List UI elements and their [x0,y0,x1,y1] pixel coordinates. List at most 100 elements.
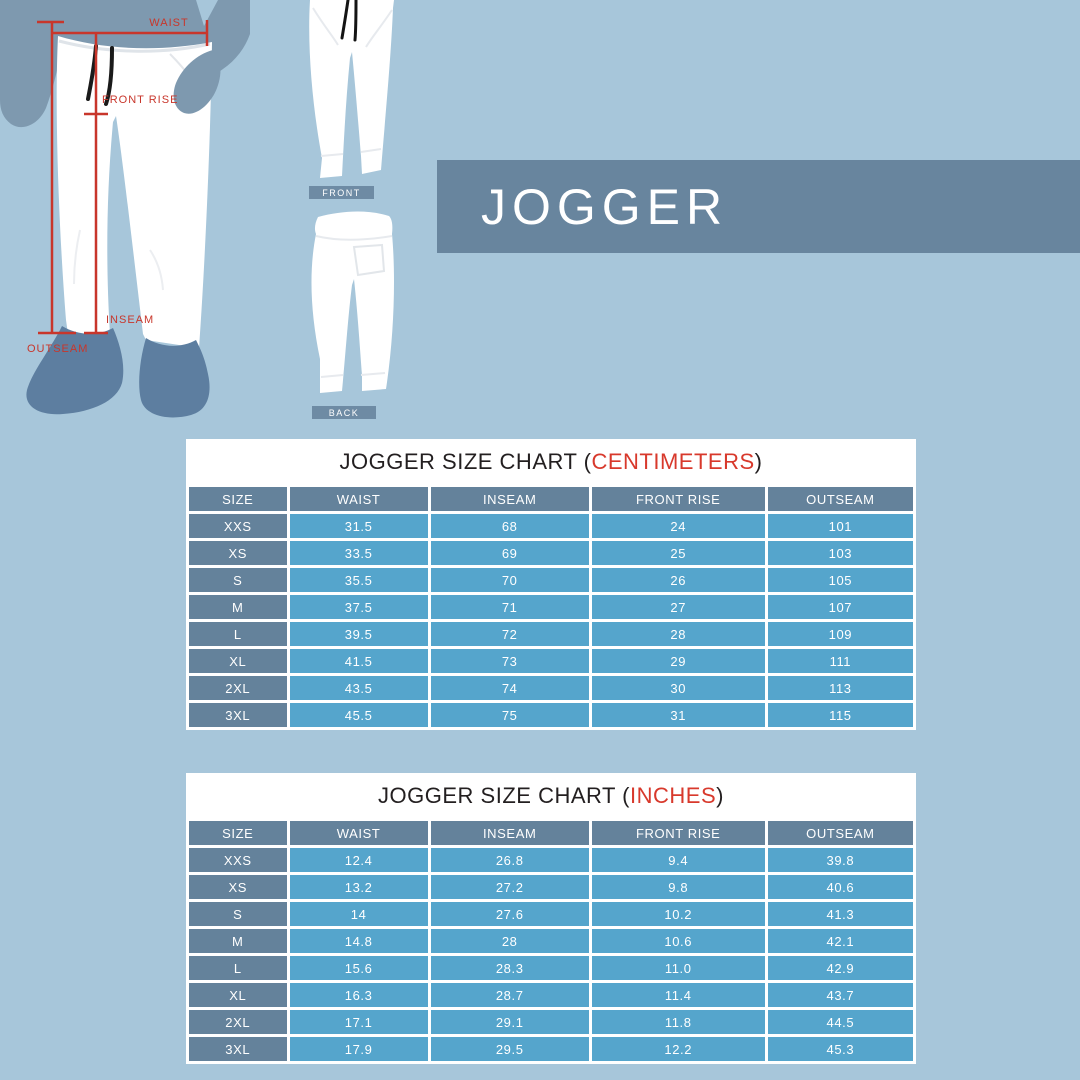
size-row: 2XL 17.1 29.1 11.8 44.5 [189,1010,913,1034]
hand-right [173,50,221,114]
size-row: S 14 27.6 10.2 41.3 [189,902,913,926]
size-row: M 14.8 28 10.6 42.1 [189,929,913,953]
measurement-cell: 11.0 [591,956,765,980]
measurement-cell: 39.5 [289,622,428,646]
size-row: L 15.6 28.3 11.0 42.9 [189,956,913,980]
measurement-cell: 42.1 [767,929,913,953]
title-suffix: ) [754,448,763,474]
measurement-cell: 10.2 [591,902,765,926]
front-rise-label: FRONT RISE [102,94,178,106]
size-label-cell: L [189,622,287,646]
measurement-cell: 28 [591,622,765,646]
measurement-cell: 9.4 [591,848,765,872]
measurement-cell: 12.4 [289,848,428,872]
size-label-cell: M [189,929,287,953]
back-waistband-line [315,235,393,241]
front-view-tag-label: FRONT [322,187,361,198]
column-header: FRONT RISE [591,821,765,845]
measurement-cell: 28.3 [430,956,589,980]
shoe-left [26,326,124,415]
size-label-cell: XXS [189,848,287,872]
header-row: SIZE WAIST INSEAM FRONT RISE OUTSEAM [189,821,913,845]
measurement-cell: 25 [591,541,765,565]
measurement-cell: 33.5 [289,541,428,565]
measurement-cell: 16.3 [289,983,428,1007]
back-view-tag: BACK [312,406,376,419]
measurement-cell: 43.5 [289,676,428,700]
shoe-right [139,338,210,418]
measurement-cell: 10.6 [591,929,765,953]
measurement-cell: 40.6 [767,875,913,899]
front-pocket-lines [312,7,393,48]
measurement-cell: 71 [430,595,589,619]
front-cuff-lines [320,148,382,157]
measurement-cell: 35.5 [289,568,428,592]
size-chart-panel-inches: JOGGER SIZE CHART (INCHES) SIZE WAIST INSE… [186,773,916,1064]
size-label-cell: 2XL [189,1010,287,1034]
measurement-cell: 105 [767,568,913,592]
size-row: M 37.5 71 27 107 [189,595,913,619]
title-prefix: JOGGER SIZE CHART ( [378,782,630,808]
size-label-cell: XL [189,649,287,673]
knee-crease [73,229,164,291]
measurement-lines [37,20,209,335]
measurement-cell: 9.8 [591,875,765,899]
size-row: 3XL 17.9 29.5 12.2 45.3 [189,1037,913,1061]
measurement-cell: 29.5 [430,1037,589,1061]
measurement-cell: 42.9 [767,956,913,980]
measurement-cell: 15.6 [289,956,428,980]
measurement-cell: 17.9 [289,1037,428,1061]
measurement-cell: 31.5 [289,514,428,538]
size-row: XL 41.5 73 29 111 [189,649,913,673]
measurement-cell: 41.5 [289,649,428,673]
jogger-back-view-illustration [311,211,394,393]
back-view-tag-label: BACK [328,407,360,418]
measurement-cell: 27.2 [430,875,589,899]
title-suffix: ) [716,782,724,808]
column-header: WAIST [289,821,428,845]
shirt-hem-shadow [58,39,211,53]
measurement-cell: 73 [430,649,589,673]
column-header: OUTSEAM [767,487,913,511]
jogger-measurement-figure: WAIST FRONT RISE INSEAM OUTSEAM [0,0,250,418]
size-chart-panel-centimeters: JOGGER SIZE CHART (CENTIMETERS) SIZE WAIS… [186,439,916,730]
size-row: XL 16.3 28.7 11.4 43.7 [189,983,913,1007]
measurement-cell: 115 [767,703,913,727]
measurement-cell: 109 [767,622,913,646]
measurement-cell: 26.8 [430,848,589,872]
title-unit: CENTIMETERS [591,448,755,474]
measurement-cell: 28.7 [430,983,589,1007]
size-label-cell: 3XL [189,1037,287,1061]
size-table-centimeters: SIZE WAIST INSEAM FRONT RISE OUTSEAM XXS 31.5 6… [186,484,916,730]
column-header: INSEAM [430,487,589,511]
measurement-cell: 101 [767,514,913,538]
measurement-cell: 14.8 [289,929,428,953]
measurement-cell: 12.2 [591,1037,765,1061]
column-header: INSEAM [430,821,589,845]
measurement-cell: 14 [289,902,428,926]
size-table-inches: SIZE WAIST INSEAM FRONT RISE OUTSEAM XXS 12.4 2… [186,818,916,1064]
measurement-cell: 113 [767,676,913,700]
measurement-cell: 27.6 [430,902,589,926]
size-label-cell: XL [189,983,287,1007]
measurement-cell: 103 [767,541,913,565]
measurement-cell: 29.1 [430,1010,589,1034]
measurement-cell: 69 [430,541,589,565]
size-row: XS 33.5 69 25 103 [189,541,913,565]
column-header: WAIST [289,487,428,511]
measurement-cell: 45.5 [289,703,428,727]
size-label-cell: XS [189,541,287,565]
size-label-cell: M [189,595,287,619]
measurement-cell: 27 [591,595,765,619]
size-label-cell: S [189,568,287,592]
measurement-cell: 17.1 [289,1010,428,1034]
column-header: SIZE [189,821,287,845]
measurement-cell: 11.4 [591,983,765,1007]
measurement-cell: 30 [591,676,765,700]
header-row: SIZE WAIST INSEAM FRONT RISE OUTSEAM [189,487,913,511]
back-cuff-lines [320,372,386,378]
measurement-cell: 43.7 [767,983,913,1007]
measurement-cell: 24 [591,514,765,538]
column-header: FRONT RISE [591,487,765,511]
